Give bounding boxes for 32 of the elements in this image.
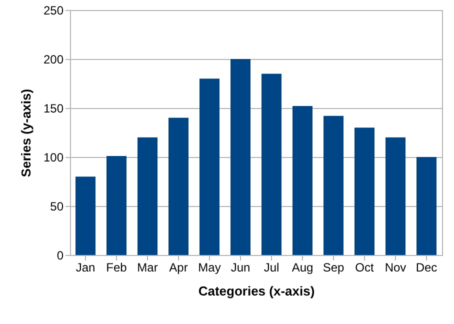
x-axis-title: Categories (x-axis)	[198, 284, 315, 298]
x-tick-label: Mar	[137, 260, 158, 274]
x-tick-label: Feb	[106, 260, 128, 274]
bar	[324, 116, 344, 255]
bar	[386, 137, 406, 255]
bar	[354, 128, 374, 255]
bar	[138, 137, 158, 255]
x-tick-label: Jun	[230, 260, 250, 274]
x-tick-label: Nov	[384, 260, 406, 274]
bar	[200, 78, 220, 255]
bar	[262, 74, 282, 255]
y-tick-label: 0	[56, 248, 64, 262]
y-tick-label: 200	[43, 52, 64, 66]
x-tick-label: Oct	[355, 260, 374, 274]
y-tick-label: 50	[50, 200, 64, 214]
y-tick-label: 250	[43, 4, 64, 18]
bar	[292, 106, 312, 255]
x-tick-label: Apr	[169, 260, 188, 274]
bar	[106, 156, 126, 255]
x-tick-label: Sep	[322, 260, 344, 274]
x-tick-label: May	[198, 260, 221, 274]
y-tick-label: 100	[43, 150, 64, 164]
x-tick-label: Aug	[292, 260, 314, 274]
y-axis-title: Series (y-axis)	[18, 88, 34, 178]
bar	[168, 118, 188, 255]
x-tick-label: Dec	[416, 260, 438, 274]
x-tick-label: Jan	[76, 260, 96, 274]
y-tick-label: 150	[43, 102, 64, 116]
bar	[230, 59, 250, 255]
bar	[76, 176, 96, 255]
x-tick-label: Jul	[264, 260, 280, 274]
bar	[416, 157, 436, 255]
